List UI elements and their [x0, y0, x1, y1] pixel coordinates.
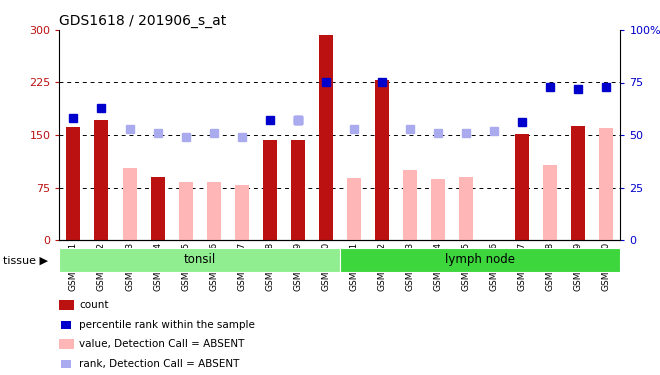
Text: GDS1618 / 201906_s_at: GDS1618 / 201906_s_at — [59, 13, 226, 28]
Bar — [235, 185, 249, 240]
Bar — [123, 168, 137, 240]
Bar — [543, 165, 557, 240]
Bar — [375, 80, 389, 240]
Text: tissue ▶: tissue ▶ — [3, 256, 48, 266]
Text: lymph node: lymph node — [445, 253, 515, 266]
Bar — [599, 128, 613, 240]
Text: percentile rank within the sample: percentile rank within the sample — [79, 320, 255, 330]
Text: value, Detection Call = ABSENT: value, Detection Call = ABSENT — [79, 339, 245, 349]
Bar — [67, 127, 81, 240]
Text: count: count — [79, 300, 109, 310]
Bar — [403, 170, 417, 240]
Bar — [150, 177, 164, 240]
Bar — [431, 179, 445, 240]
Bar — [459, 177, 473, 240]
Bar — [94, 120, 108, 240]
Bar — [347, 178, 361, 240]
Bar — [515, 134, 529, 240]
Text: tonsil: tonsil — [183, 253, 216, 266]
Bar — [179, 182, 193, 240]
Bar — [572, 126, 585, 240]
Bar — [291, 140, 305, 240]
Bar — [263, 140, 277, 240]
Bar — [319, 35, 333, 240]
Bar — [207, 182, 220, 240]
Bar — [59, 248, 340, 272]
Text: rank, Detection Call = ABSENT: rank, Detection Call = ABSENT — [79, 359, 240, 369]
Bar — [340, 248, 620, 272]
